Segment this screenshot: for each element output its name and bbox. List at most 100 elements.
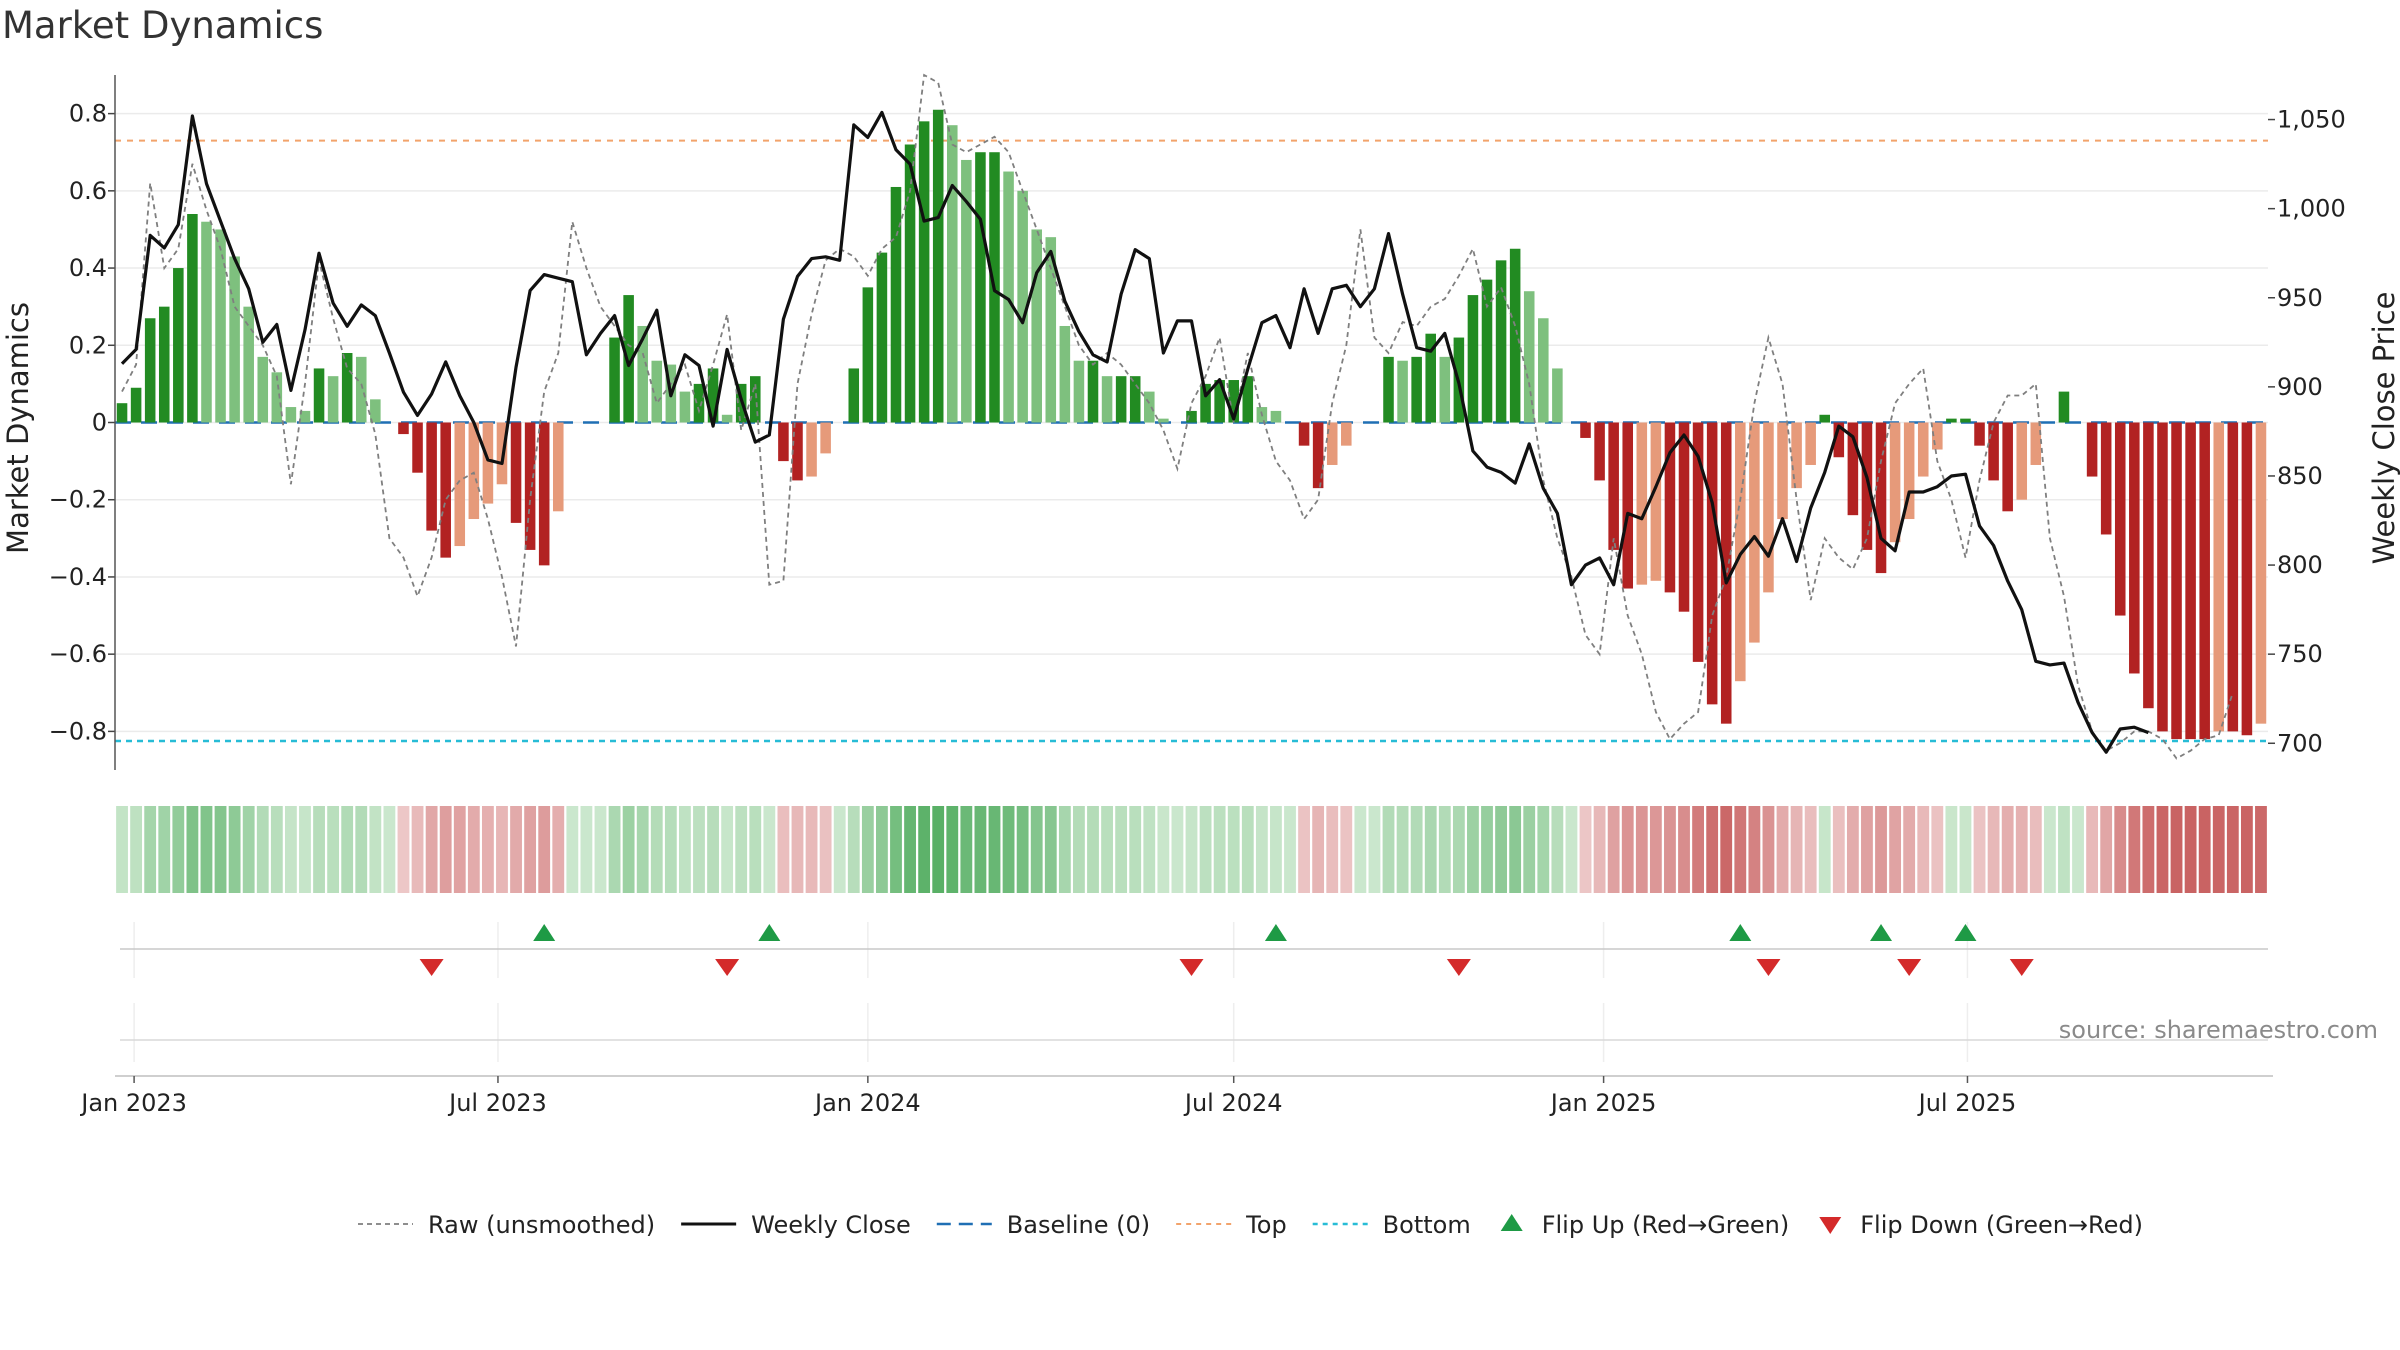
price-lines xyxy=(120,73,2234,760)
dynamics-bar xyxy=(285,407,297,423)
heat-cell xyxy=(1987,806,2000,893)
heat-cell xyxy=(383,806,396,893)
dynamics-bar xyxy=(693,383,705,423)
flip-down-marker xyxy=(1179,959,1204,976)
heat-cell xyxy=(2212,806,2225,893)
x-tick-label: Jul 2024 xyxy=(1183,1089,1283,1117)
source-note: source: sharemaestro.com xyxy=(2059,1016,2378,1044)
dynamics-bars xyxy=(116,109,2267,740)
dynamics-bar xyxy=(412,422,423,473)
dynamics-bar xyxy=(862,287,874,423)
dynamics-bar xyxy=(2058,391,2070,423)
x-tick-label: Jan 2023 xyxy=(79,1089,187,1117)
heat-cell xyxy=(2184,806,2197,893)
dynamics-bar xyxy=(1158,418,1169,423)
heat-cell xyxy=(1509,806,1522,893)
dynamics-bar xyxy=(1045,237,1057,423)
flip-down-marker xyxy=(715,959,740,976)
y-tick-label-left: 0.4 xyxy=(69,254,107,282)
heat-cell xyxy=(608,806,621,893)
y-tick-label-left: −0.8 xyxy=(49,717,107,745)
dynamics-bar xyxy=(1805,422,1816,465)
heat-cell xyxy=(313,806,325,893)
heat-cell xyxy=(861,806,874,893)
dynamics-bar xyxy=(876,252,888,423)
dynamics-bar xyxy=(1538,318,1549,423)
legend-label: Weekly Close xyxy=(751,1211,911,1239)
dynamics-bar xyxy=(215,229,226,423)
heat-cell xyxy=(510,806,522,893)
dynamics-bar xyxy=(2114,422,2126,616)
dynamics-bar xyxy=(1467,295,1479,423)
dynamics-bar xyxy=(2199,422,2210,740)
dynamics-bar xyxy=(1031,229,1042,423)
dynamics-bar xyxy=(173,268,184,423)
heat-cell xyxy=(1720,806,1733,893)
dynamics-bar xyxy=(1720,422,1732,724)
heat-cell xyxy=(158,806,171,893)
dynamics-bar xyxy=(1341,422,1352,446)
heat-cell xyxy=(1917,806,1930,893)
heat-cell xyxy=(636,806,649,893)
dynamics-bar xyxy=(792,422,803,481)
heat-cell xyxy=(284,806,297,893)
dynamics-bar xyxy=(947,125,958,423)
heat-cell xyxy=(622,806,635,893)
heat-cell xyxy=(355,806,368,893)
heat-cell xyxy=(2114,806,2127,893)
heat-cell xyxy=(1931,806,1944,893)
heat-cell xyxy=(481,806,494,893)
dynamics-bar xyxy=(313,368,325,423)
heat-cell xyxy=(2142,806,2155,893)
dynamics-bar xyxy=(1312,422,1324,489)
heat-cell xyxy=(876,806,888,893)
heat-cell xyxy=(1537,806,1550,893)
heat-cell xyxy=(116,806,128,893)
heat-cell xyxy=(693,806,705,893)
heat-cell xyxy=(411,806,424,893)
dynamics-bar xyxy=(1833,422,1845,458)
dynamics-bar xyxy=(1847,422,1859,516)
flip-down-marker xyxy=(2009,959,2034,976)
heat-cell xyxy=(1382,806,1395,893)
dynamics-bar xyxy=(1594,422,1605,481)
y-tick-label-right: 800 xyxy=(2277,551,2323,579)
dynamics-bar xyxy=(904,144,916,423)
dynamics-bar xyxy=(1917,422,1929,477)
dynamics-bar xyxy=(398,422,409,435)
dynamics-bar xyxy=(1115,376,1127,423)
heat-cell xyxy=(1889,806,1902,893)
heat-cell xyxy=(524,806,537,893)
heat-cell xyxy=(2128,806,2141,893)
dynamics-bar xyxy=(2002,422,2013,512)
heat-cell xyxy=(1523,806,1536,893)
heat-cell xyxy=(2198,806,2211,893)
y-tick-label-left: 0.8 xyxy=(69,100,107,128)
legend-label: Raw (unsmoothed) xyxy=(428,1211,655,1239)
dynamics-bar xyxy=(271,372,283,423)
heat-cell xyxy=(453,806,466,893)
heat-cell xyxy=(749,806,762,893)
dynamics-bar xyxy=(1650,422,1662,581)
heat-cell xyxy=(327,806,340,893)
heat-cell xyxy=(1452,806,1465,893)
dynamics-bar xyxy=(1495,260,1507,423)
heat-cell xyxy=(1635,806,1648,893)
axes: 0.8 0.6 0.4 0.2 0 −0.2 −0.4 −0.6 −0.8 1,050 1,000 9… xyxy=(49,75,2346,770)
heat-cell xyxy=(1199,806,1212,893)
dynamics-bar xyxy=(1383,356,1394,423)
heat-cell xyxy=(1579,806,1592,893)
dynamics-bar xyxy=(2185,422,2196,740)
heat-cell xyxy=(1073,806,1085,893)
heat-cell xyxy=(1481,806,1493,893)
dynamics-bar xyxy=(932,109,944,423)
heat-cell xyxy=(1565,806,1578,893)
dynamics-bar xyxy=(848,368,860,423)
heat-cell xyxy=(496,806,508,893)
weekly-close-line xyxy=(120,110,2149,754)
reference-lines xyxy=(115,139,2268,743)
heat-cell xyxy=(1101,806,1113,893)
y-tick-label-right: 900 xyxy=(2277,373,2323,401)
dynamics-bar xyxy=(1017,190,1028,423)
